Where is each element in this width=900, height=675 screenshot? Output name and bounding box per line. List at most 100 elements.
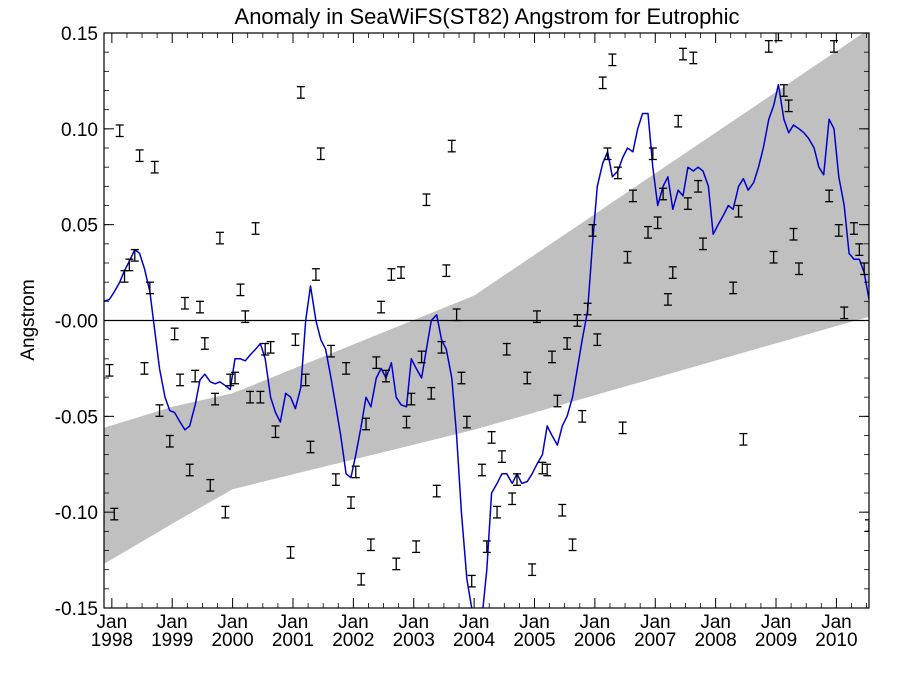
y-axis-label: Angstrom [18,279,39,360]
monthly-errorbar-point [150,160,159,174]
monthly-errorbar-point [583,302,592,316]
x-tick-month-label: Jan [640,612,671,633]
x-tick-month-label: Jan [459,612,490,633]
monthly-errorbar-point [437,340,446,354]
monthly-errorbar-point [739,432,748,446]
monthly-errorbar-point [331,473,340,486]
monthly-errorbar-point [659,187,668,201]
monthly-errorbar-point [381,369,390,383]
monthly-errorbar-point [502,342,511,356]
monthly-errorbar-point [165,434,174,448]
monthly-errorbar-point [840,306,849,320]
monthly-errorbar-point [849,222,858,235]
x-tick-year-label: 2009 [755,630,797,651]
monthly-errorbar-point [251,222,260,235]
monthly-errorbar-point [689,51,698,65]
monthly-errorbar-point [528,563,537,577]
monthly-errorbar-point [306,440,315,454]
monthly-errorbar-point [135,149,144,163]
monthly-errorbar-point [548,350,557,364]
monthly-errorbar-point [578,409,587,423]
monthly-errorbar-point [588,224,597,237]
monthly-errorbar-point [215,231,224,245]
x-tick-year-label: 2010 [815,630,857,651]
monthly-errorbar-point [698,237,707,251]
monthly-errorbar-point [447,139,456,153]
monthly-errorbar-point [613,166,622,180]
monthly-errorbar-point [351,465,360,479]
x-tick-month-label: Jan [217,612,248,633]
monthly-errorbar-point [241,310,250,324]
x-tick-year-label: 2002 [332,630,374,651]
x-tick-month-label: Jan [761,612,792,633]
monthly-errorbar-point [679,47,688,61]
monthly-errorbar-point [432,484,441,498]
monthly-errorbar-point [523,371,532,385]
x-tick-year-label: 2004 [453,630,496,651]
y-tick-label: 0.05 [61,216,98,237]
monthly-errorbar-point [603,147,612,161]
monthly-errorbar-point [442,264,451,278]
monthly-errorbar-point [482,540,491,554]
monthly-errorbar-point [115,124,124,138]
x-tick-year-label: 2007 [634,630,676,651]
monthly-errorbar-point [231,371,240,385]
monthly-errorbar-point [417,350,426,364]
monthly-errorbar-point [296,86,305,99]
monthly-errorbar-point [342,362,351,375]
monthly-errorbar-point [543,463,552,477]
monthly-errorbar-point [769,250,778,264]
monthly-errorbar-point [427,386,436,400]
monthly-errorbar-point [311,268,320,281]
monthly-errorbar-point [180,296,189,310]
x-tick-month-label: Jan [278,612,309,633]
monthly-errorbar-point [196,300,205,314]
monthly-errorbar-point [512,473,521,486]
monthly-errorbar-point [855,243,864,256]
monthly-errorbar-point [170,327,179,341]
x-tick-month-label: Jan [519,612,550,633]
monthly-errorbar-point [236,283,245,297]
monthly-errorbar-point [316,147,325,161]
y-tick-label: -0.05 [55,407,98,428]
monthly-errorbar-point [256,390,265,404]
y-tick-label: 0.15 [61,24,98,45]
plot-clip-group [104,33,869,608]
monthly-errorbar-point [140,362,149,375]
monthly-errorbar-point [508,492,517,506]
axes: 0.150.100.05-0.00-0.05-0.10-0.15Jan1998J… [55,24,869,651]
monthly-errorbar-point [130,248,139,262]
monthly-errorbar-point [286,546,295,559]
monthly-errorbar-point [301,373,310,387]
monthly-errorbar-point [145,281,154,295]
monthly-errorbar-point [493,505,502,519]
monthly-errorbar-point [825,189,834,203]
monthly-errorbar-point [538,461,547,475]
x-tick-year-label: 2006 [574,630,616,651]
monthly-errorbar-point [663,293,672,306]
monthly-errorbar-point [387,268,396,281]
monthly-errorbar-point [176,373,185,387]
monthly-errorbar-point [422,193,431,207]
trend-confidence-band [104,33,869,564]
monthly-errorbar-point [261,342,270,356]
monthly-errorbar-point [452,308,461,322]
monthly-errorbar-point [779,84,788,97]
monthly-errorbar-point [105,363,114,377]
plot-area [104,33,869,608]
monthly-errorbar-point [764,40,773,53]
monthly-errorbar-point [346,496,355,509]
monthly-errorbar-point [200,337,209,350]
monthly-errorbar-point [477,463,486,477]
monthly-errorbar-point [734,204,743,218]
monthly-errorbar-point [155,404,164,417]
monthly-errorbar-point [407,392,416,406]
monthly-errorbar-point [246,390,255,404]
x-tick-month-label: Jan [97,612,128,633]
monthly-errorbar-point [402,415,411,429]
monthly-errorbar-point [794,262,803,276]
monthly-errorbar-point [206,478,215,492]
x-tick-year-label: 1998 [91,630,133,651]
monthly-errorbar-point [125,258,134,272]
x-tick-month-label: Jan [821,612,852,633]
